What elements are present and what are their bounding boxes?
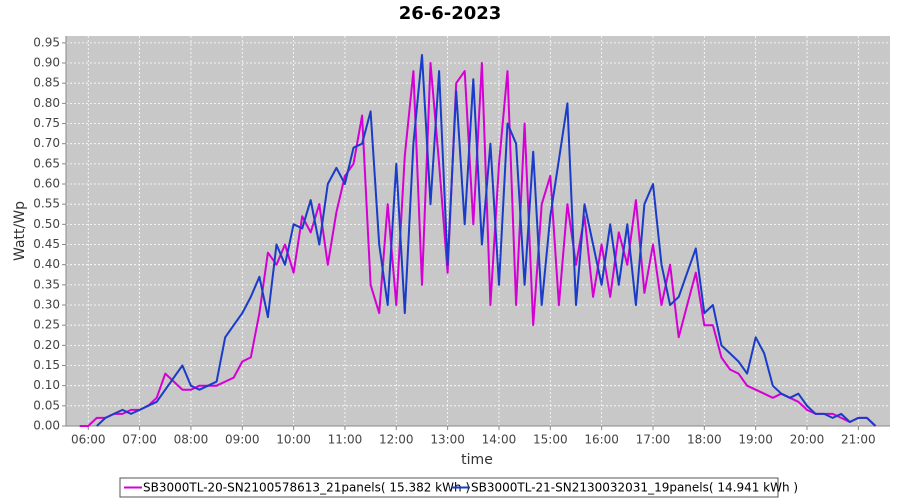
series-line — [96, 54, 877, 427]
x-tick-label: 21:00 — [841, 433, 876, 447]
x-tick-label: 14:00 — [482, 433, 517, 447]
y-axis-label: Watt/Wp — [12, 201, 28, 261]
legend-label: SB3000TL-21-SN2130032031_19panels( 14.94… — [471, 481, 798, 495]
x-tick-label: 17:00 — [636, 433, 671, 447]
y-tick-label: 0.70 — [33, 136, 60, 150]
plot-area — [66, 36, 890, 426]
x-tick-label: 07:00 — [122, 433, 157, 447]
y-tick-label: 0.80 — [33, 96, 60, 110]
y-tick-label: 0.40 — [33, 257, 60, 271]
y-tick-label: 0.45 — [33, 237, 60, 251]
y-tick-label: 0.15 — [33, 358, 60, 372]
x-tick-label: 09:00 — [225, 433, 260, 447]
x-tick-label: 12:00 — [379, 433, 414, 447]
x-tick-label: 19:00 — [738, 433, 773, 447]
y-tick-label: 0.10 — [33, 378, 60, 392]
y-tick-label: 0.60 — [33, 177, 60, 191]
chart-title: 26-6-2023 — [399, 3, 502, 24]
x-tick-label: 06:00 — [71, 433, 106, 447]
x-tick-label: 08:00 — [174, 433, 209, 447]
x-tick-label: 20:00 — [790, 433, 825, 447]
y-tick-label: 0.05 — [33, 398, 60, 412]
x-tick-label: 18:00 — [687, 433, 722, 447]
y-tick-label: 0.50 — [33, 217, 60, 231]
x-axis-label: time — [461, 452, 493, 468]
y-tick-label: 0.85 — [33, 76, 60, 90]
y-tick-label: 0.55 — [33, 197, 60, 211]
legend — [119, 477, 779, 498]
y-tick-label: 0.95 — [33, 35, 60, 49]
legend-label: SB3000TL-20-SN2100578613_21panels( 15.38… — [143, 481, 470, 495]
x-tick-label: 10:00 — [276, 433, 311, 447]
x-tick-label: 11:00 — [328, 433, 363, 447]
y-tick-label: 0.35 — [33, 277, 60, 291]
y-tick-label: 0.90 — [33, 56, 60, 70]
x-tick-label: 15:00 — [533, 433, 568, 447]
y-tick-label: 0.25 — [33, 318, 60, 332]
y-tick-label: 0.75 — [33, 116, 60, 130]
x-tick-label: 16:00 — [584, 433, 619, 447]
y-tick-label: 0.65 — [33, 156, 60, 170]
y-tick-label: 0.20 — [33, 338, 60, 352]
y-tick-label: 0.30 — [33, 298, 60, 312]
y-tick-label: 0.00 — [33, 419, 60, 433]
x-tick-label: 13:00 — [430, 433, 465, 447]
